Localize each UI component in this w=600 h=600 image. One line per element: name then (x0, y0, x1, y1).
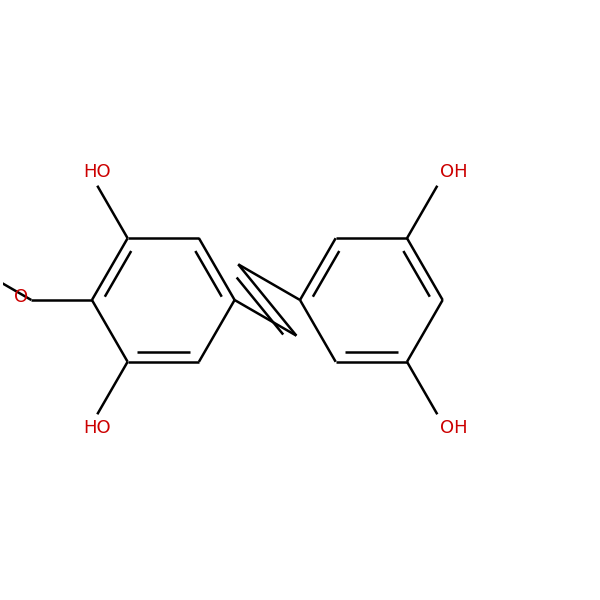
Text: HO: HO (83, 419, 111, 437)
Text: HO: HO (83, 163, 111, 181)
Text: OH: OH (440, 163, 468, 181)
Text: OH: OH (440, 419, 468, 437)
Text: O: O (14, 288, 28, 306)
